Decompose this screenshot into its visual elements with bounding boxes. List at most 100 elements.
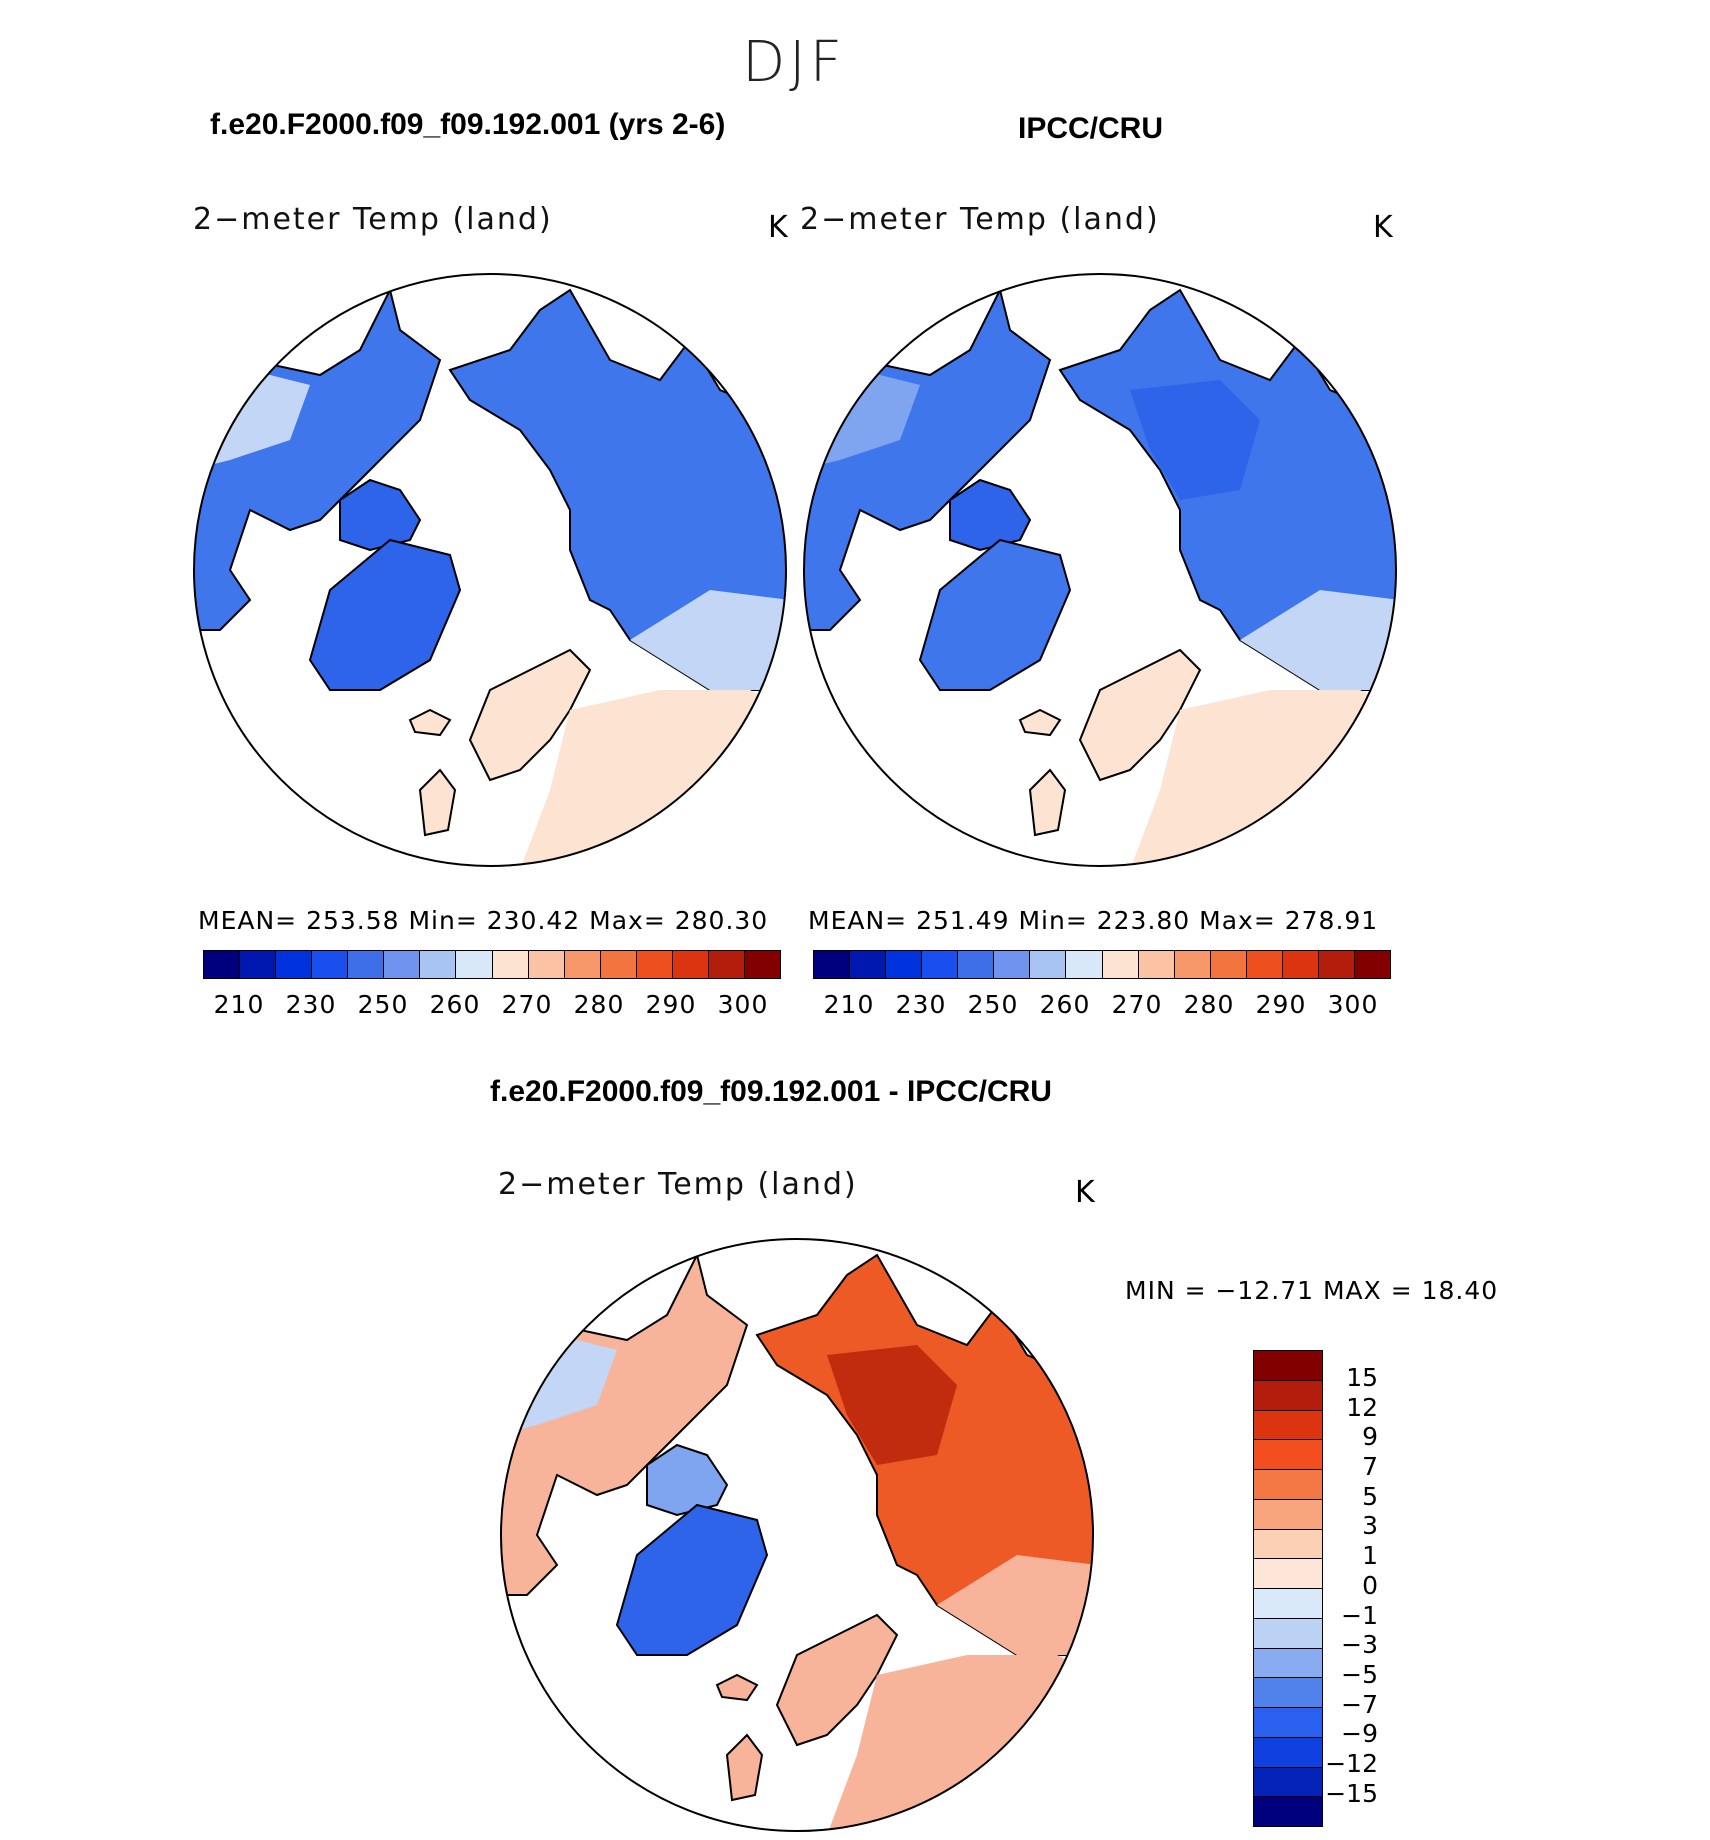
colorbar-swatch bbox=[886, 951, 923, 978]
colorbar-swatch bbox=[1254, 1559, 1322, 1589]
diff-title: f.e20.F2000.f09_f09.192.001 - IPCC/CRU bbox=[490, 1075, 1052, 1108]
colorbar-tick-label: 260 bbox=[429, 990, 481, 1019]
diff-colorbar bbox=[1253, 1350, 1323, 1827]
colorbar-swatch bbox=[1254, 1648, 1322, 1679]
colorbar-tick-label: 12 bbox=[1346, 1392, 1378, 1422]
colorbar-tick-label: 9 bbox=[1362, 1422, 1378, 1452]
abs-colorbar-1-ticks: 210 230 250 260 270 280 290 300 bbox=[203, 990, 779, 1019]
colorbar-swatch bbox=[1254, 1499, 1322, 1530]
british-isles bbox=[418, 768, 457, 837]
panel-1-stats: MEAN= 253.58 Min= 230.42 Max= 280.30 bbox=[198, 906, 769, 935]
colorbar-swatch bbox=[1254, 1708, 1322, 1738]
colorbar-swatch bbox=[1254, 1470, 1322, 1500]
colorbar-swatch bbox=[994, 951, 1031, 978]
colorbar-swatch bbox=[850, 951, 887, 978]
arctic-archipelago bbox=[949, 478, 1032, 552]
colorbar-swatch bbox=[958, 951, 995, 978]
colorbar-tick-label: 1 bbox=[1362, 1541, 1378, 1571]
colorbar-tick-label: 210 bbox=[823, 990, 875, 1019]
colorbar-tick-label: −1 bbox=[1341, 1600, 1378, 1630]
colorbar-swatch bbox=[240, 951, 277, 978]
colorbar-swatch bbox=[564, 951, 601, 978]
greenland bbox=[918, 538, 1072, 691]
colorbar-swatch bbox=[1030, 951, 1067, 978]
colorbar-swatch bbox=[1254, 1797, 1322, 1826]
colorbar-swatch bbox=[1246, 951, 1283, 978]
diff-minmax: MIN = −12.71 MAX = 18.40 bbox=[1125, 1276, 1499, 1305]
colorbar-swatch bbox=[1102, 951, 1139, 978]
greenland bbox=[308, 538, 462, 691]
diff-units: K bbox=[1075, 1175, 1095, 1210]
eurasia-cold-core bbox=[827, 1345, 957, 1465]
colorbar-swatch bbox=[204, 951, 241, 978]
season-title: DJF bbox=[742, 30, 846, 95]
colorbar-tick-label: 5 bbox=[1362, 1481, 1378, 1511]
panel-2-variable-label: 2−meter Temp (land) bbox=[800, 202, 1160, 237]
colorbar-tick-label: 300 bbox=[1327, 990, 1379, 1019]
colorbar-swatch bbox=[1254, 1589, 1322, 1619]
colorbar-tick-label: 7 bbox=[1362, 1452, 1378, 1482]
colorbar-swatch bbox=[1354, 951, 1390, 978]
colorbar-tick-label: 280 bbox=[1183, 990, 1235, 1019]
british-isles bbox=[725, 1733, 764, 1802]
colorbar-swatch bbox=[312, 951, 349, 978]
colorbar-tick-label: 250 bbox=[357, 990, 409, 1019]
scandinavia bbox=[1078, 648, 1202, 782]
colorbar-tick-label: 3 bbox=[1362, 1511, 1378, 1541]
colorbar-swatch bbox=[636, 951, 673, 978]
colorbar-tick-label: 270 bbox=[501, 990, 553, 1019]
colorbar-swatch bbox=[1282, 951, 1319, 978]
eurasia-south-band bbox=[630, 590, 786, 690]
colorbar-tick-label: −3 bbox=[1341, 1630, 1378, 1660]
abs-colorbar-2 bbox=[813, 950, 1391, 979]
colorbar-swatch bbox=[1254, 1440, 1322, 1470]
colorbar-swatch bbox=[1138, 951, 1175, 978]
colorbar-tick-label: 280 bbox=[573, 990, 625, 1019]
iceland bbox=[1018, 708, 1062, 737]
colorbar-swatch bbox=[744, 951, 780, 978]
colorbar-swatch bbox=[1254, 1678, 1322, 1708]
colorbar-tick-label: 15 bbox=[1346, 1363, 1378, 1392]
colorbar-swatch bbox=[348, 951, 385, 978]
panel-1-variable-label: 2−meter Temp (land) bbox=[193, 202, 553, 237]
greenland bbox=[615, 1503, 769, 1656]
colorbar-tick-label: −15 bbox=[1325, 1778, 1378, 1808]
polar-map-difference bbox=[500, 1238, 1094, 1832]
colorbar-tick-label: 300 bbox=[717, 990, 769, 1019]
panel-2-case-title: IPCC/CRU bbox=[1018, 112, 1164, 145]
eurasia-south-band bbox=[937, 1555, 1093, 1655]
diff-variable-label: 2−meter Temp (land) bbox=[498, 1167, 858, 1202]
eurasia-cold-core bbox=[520, 380, 650, 500]
panel-2-stats: MEAN= 251.49 Min= 223.80 Max= 278.91 bbox=[808, 906, 1379, 935]
colorbar-swatch bbox=[1066, 951, 1103, 978]
panel-2-units: K bbox=[1373, 210, 1393, 245]
polar-map-model bbox=[193, 273, 787, 867]
abs-colorbar-1 bbox=[203, 950, 781, 979]
british-isles bbox=[1028, 768, 1067, 837]
diff-colorbar-labels: 15 12 9 7 5 3 1 0 −1 −3 −5 −7 −9 −12 −15 bbox=[1318, 1363, 1378, 1808]
colorbar-swatch bbox=[1254, 1737, 1322, 1768]
iceland bbox=[408, 708, 452, 737]
colorbar-swatch bbox=[708, 951, 745, 978]
colorbar-swatch bbox=[1254, 1618, 1322, 1649]
colorbar-swatch bbox=[1174, 951, 1211, 978]
colorbar-swatch bbox=[1254, 1380, 1322, 1411]
colorbar-swatch bbox=[600, 951, 637, 978]
colorbar-swatch bbox=[1254, 1767, 1322, 1798]
colorbar-tick-label: 0 bbox=[1362, 1570, 1378, 1600]
colorbar-tick-label: 290 bbox=[645, 990, 697, 1019]
colorbar-tick-label: 230 bbox=[895, 990, 947, 1019]
scandinavia bbox=[468, 648, 592, 782]
panel-1-case-title: f.e20.F2000.f09_f09.192.001 (yrs 2-6) bbox=[210, 108, 726, 141]
colorbar-tick-label: −5 bbox=[1341, 1659, 1378, 1689]
eurasia-south-band bbox=[1240, 590, 1396, 690]
polar-map-observations bbox=[803, 273, 1397, 867]
panel-1-units: K bbox=[768, 210, 788, 245]
colorbar-swatch bbox=[1254, 1410, 1322, 1441]
colorbar-tick-label: 290 bbox=[1255, 990, 1307, 1019]
colorbar-swatch bbox=[1254, 1351, 1322, 1381]
colorbar-tick-label: 230 bbox=[285, 990, 337, 1019]
colorbar-swatch bbox=[814, 951, 851, 978]
colorbar-tick-label: 270 bbox=[1111, 990, 1163, 1019]
scandinavia bbox=[775, 1613, 899, 1747]
